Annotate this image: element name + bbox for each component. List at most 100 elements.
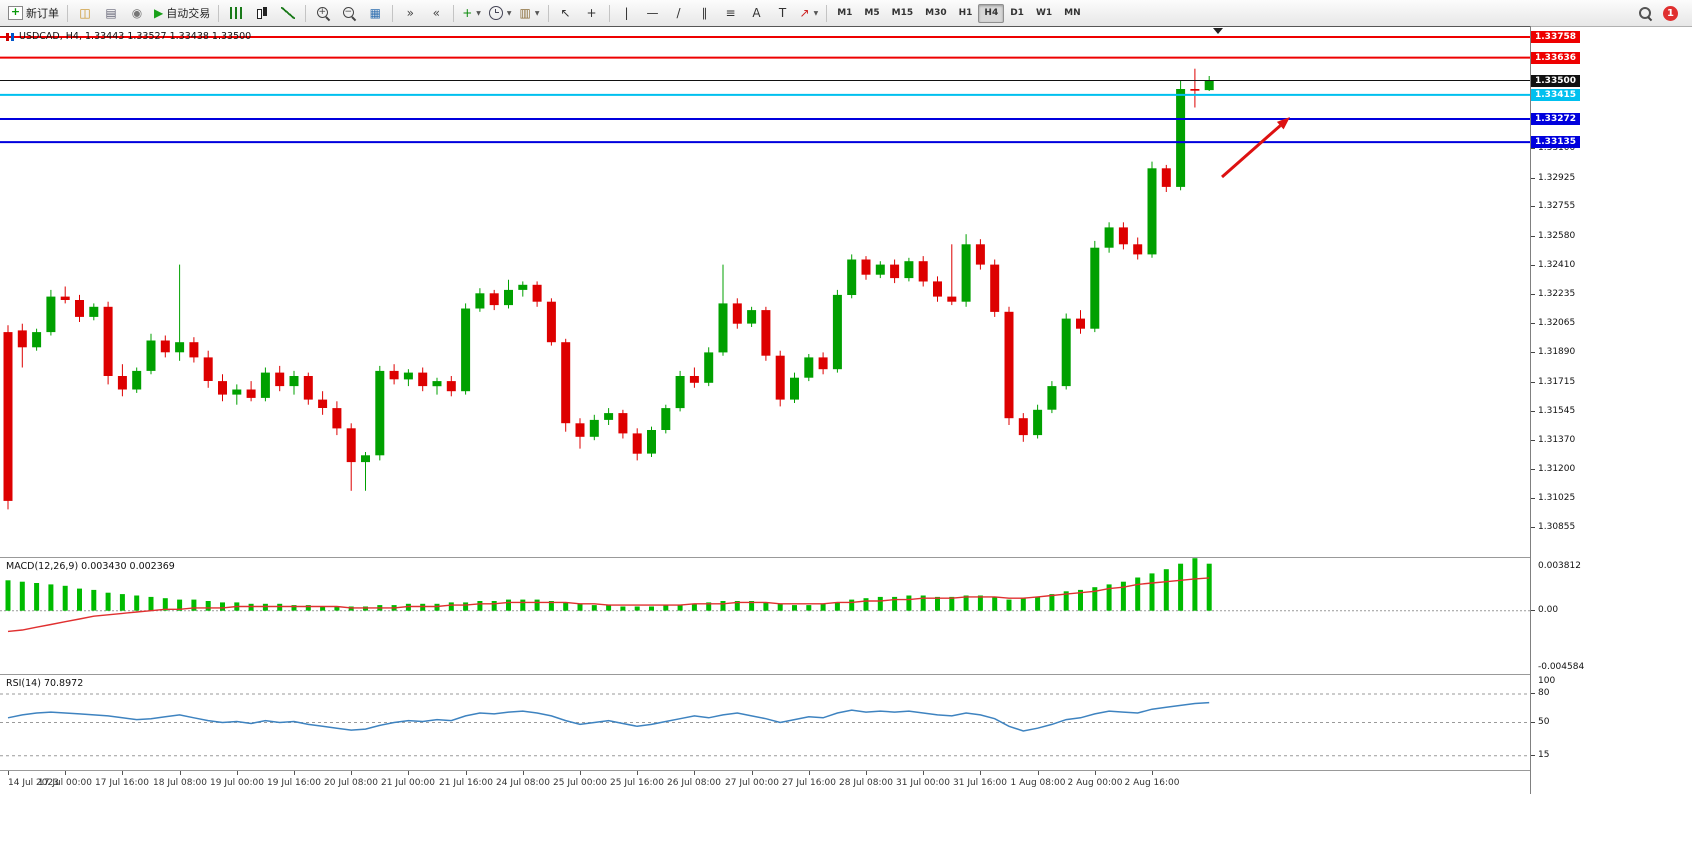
horizontal-line-icon[interactable]: — — [640, 2, 666, 24]
tile-windows-icon[interactable]: ▦ — [362, 2, 388, 24]
macd-tick — [1531, 610, 1535, 611]
periods-button-dropdown-icon[interactable]: ▼ — [506, 9, 512, 17]
candle-body — [661, 408, 671, 430]
search-icon[interactable] — [1638, 6, 1653, 21]
zoom-out-icon[interactable] — [336, 2, 362, 24]
auto-trading-button[interactable]: ▶ 自动交易 — [150, 2, 214, 24]
cursor-icon: ↖ — [560, 6, 571, 20]
macd-histogram-bar — [77, 588, 82, 611]
candlestick-chart[interactable] — [0, 27, 1530, 558]
candlestick-chart-icon[interactable] — [249, 2, 275, 24]
macd-histogram-bar — [1049, 594, 1055, 611]
macd-histogram-bar — [191, 599, 197, 611]
price-tick-label: 1.32925 — [1538, 173, 1576, 183]
shapes-button[interactable]: ↗ ▼ — [796, 2, 823, 24]
candle-body — [246, 389, 256, 398]
timeframe-m1[interactable]: M1 — [837, 8, 853, 18]
time-axis[interactable]: 14 Jul 2023 17 Jul 00:00 17 Jul 16:00 18 Ju… — [0, 770, 1530, 795]
timeframe-h4[interactable]: H4 — [978, 3, 1005, 23]
candle-body — [675, 376, 685, 409]
new-order-button[interactable]: 新订单 — [4, 2, 63, 24]
rsi-scale-label: 80 — [1538, 688, 1550, 698]
indicators-button[interactable]: + ▼ — [458, 2, 485, 24]
crosshair-icon[interactable]: + — [579, 2, 605, 24]
rsi-panel[interactable]: RSI(14) 70.8972 — [0, 674, 1530, 771]
timeframe-m30[interactable]: M30 — [925, 8, 947, 18]
vertical-line-icon[interactable]: | — [614, 2, 640, 24]
macd-histogram-bar — [134, 595, 140, 611]
price-axis[interactable]: 1.33100 1.32925 1.32755 1.32580 1.32410 1.322… — [1531, 27, 1691, 557]
notification-badge[interactable]: 1 — [1663, 5, 1678, 21]
shapes-button-dropdown-icon[interactable]: ▼ — [813, 9, 819, 17]
time-tick — [237, 771, 238, 775]
time-tick — [923, 771, 924, 775]
alerts-icon[interactable]: ◉ — [124, 2, 150, 24]
macd-histogram-bar — [119, 594, 125, 611]
text-icon[interactable]: A — [744, 2, 770, 24]
candle-body — [1133, 244, 1143, 255]
candle-body — [1076, 318, 1085, 329]
templates-button-dropdown-icon[interactable]: ▼ — [534, 9, 540, 17]
candle-body — [475, 293, 485, 309]
trendline-icon[interactable]: / — [666, 2, 692, 24]
macd-histogram-bar — [548, 601, 554, 611]
trend-arrow-line[interactable] — [1221, 124, 1282, 179]
macd-histogram-bar — [248, 603, 254, 611]
macd-histogram-bar — [205, 601, 211, 611]
macd-histogram-bar — [577, 603, 583, 611]
chart-shift-icon[interactable]: « — [423, 2, 449, 24]
profiles-icon[interactable]: ▤ — [98, 2, 124, 24]
macd-histogram-bar — [5, 580, 11, 611]
price-tick — [1531, 323, 1535, 324]
time-label: 18 Jul 08:00 — [153, 778, 207, 788]
time-label: 27 Jul 00:00 — [725, 778, 779, 788]
timeframe-h1[interactable]: H1 — [958, 8, 973, 18]
shapes-icon: ↗ — [799, 6, 810, 20]
zoom-in-icon[interactable] — [310, 2, 336, 24]
line-chart-icon[interactable] — [275, 2, 301, 24]
fibonacci-icon: ≡ — [725, 6, 736, 20]
timeframe-w1[interactable]: W1 — [1035, 8, 1053, 18]
indicators-button-dropdown-icon[interactable]: ▼ — [476, 9, 481, 17]
chart-shift-marker[interactable] — [1213, 28, 1223, 34]
macd-histogram-bar — [792, 605, 797, 611]
rsi-scale-label: 50 — [1538, 717, 1550, 727]
chart-area[interactable]: USDCAD, H4, 1.33443 1.33527 1.33438 1.33… — [0, 26, 1530, 558]
channel-icon[interactable]: ∥ — [692, 2, 718, 24]
candle-body — [489, 293, 499, 306]
candle-body — [1061, 318, 1071, 387]
timeframe-m5[interactable]: M5 — [864, 8, 880, 18]
macd-histogram-bar — [305, 605, 311, 611]
charts-window-icon[interactable]: ◫ — [72, 2, 98, 24]
label-icon[interactable]: T — [770, 2, 796, 24]
bar-chart-icon[interactable] — [223, 2, 249, 24]
candle-body — [561, 342, 571, 424]
toolbar-separator — [547, 4, 549, 22]
templates-button[interactable]: ▥ ▼ — [516, 2, 544, 24]
cursor-icon[interactable]: ↖ — [553, 2, 579, 24]
time-label: 21 Jul 16:00 — [439, 778, 493, 788]
timeframe-d1[interactable]: D1 — [1010, 8, 1024, 18]
candle-body — [175, 342, 185, 353]
price-badge-1.33272: 1.33272 — [1531, 113, 1580, 125]
price-tick — [1531, 148, 1535, 149]
periods-button[interactable]: ▼ — [485, 2, 516, 24]
ohlc-text: USDCAD, H4, 1.33443 1.33527 1.33438 1.33… — [19, 31, 252, 42]
candle-body — [46, 296, 56, 333]
axis-border — [1530, 26, 1531, 794]
macd-panel[interactable]: MACD(12,26,9) 0.003430 0.002369 — [0, 557, 1530, 675]
candle-body — [861, 259, 871, 275]
candle-body — [933, 281, 942, 297]
rsi-scale-label: 15 — [1538, 750, 1550, 760]
toolbar-separator — [608, 4, 610, 22]
auto-trading-icon: ▶ — [154, 6, 164, 20]
timeframe-m15[interactable]: M15 — [891, 8, 914, 18]
fibonacci-icon[interactable]: ≡ — [718, 2, 744, 24]
price-tick-label: 1.32235 — [1538, 289, 1576, 299]
macd-histogram-bar — [1192, 558, 1198, 611]
auto-scroll-icon[interactable]: » — [397, 2, 423, 24]
timeframe-mn[interactable]: MN — [1064, 8, 1081, 18]
vertical-line-icon: | — [624, 6, 629, 20]
candle-body — [461, 308, 471, 392]
trend-arrow-head[interactable] — [1276, 117, 1290, 130]
